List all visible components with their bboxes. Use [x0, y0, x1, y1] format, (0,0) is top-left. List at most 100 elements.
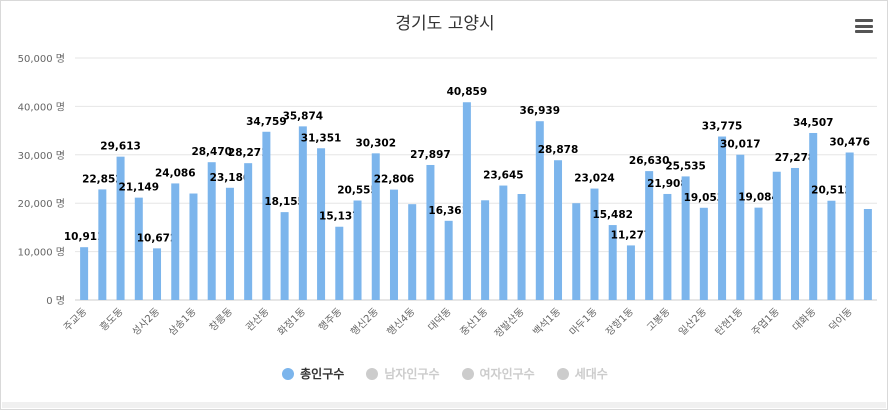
data-label: 26,630 — [629, 155, 670, 167]
data-label: 30,302 — [355, 137, 396, 149]
bar — [171, 183, 180, 300]
data-label: 35,874 — [283, 110, 324, 122]
bar — [116, 156, 125, 300]
data-label: 25,535 — [665, 160, 706, 172]
legend-item-households[interactable]: 세대수 — [556, 365, 608, 382]
footer-strip — [2, 402, 886, 408]
legend-dot-icon — [556, 367, 569, 380]
bar — [444, 220, 453, 300]
x-tick-label: 삼송1동 — [166, 306, 199, 339]
bar — [426, 164, 435, 300]
data-label: 20,512 — [811, 185, 852, 197]
bar — [790, 167, 799, 300]
data-label: 20,555 — [337, 185, 378, 197]
data-label: 40,859 — [447, 86, 488, 98]
data-label: 21,149 — [119, 182, 160, 194]
bar-chart: 0 명 10,000 명 20,000 명 30,000 명 40,000 명 50,00… — [18, 53, 877, 341]
bar — [863, 209, 872, 300]
bar — [298, 126, 307, 300]
x-tick-label: 일산2동 — [676, 306, 709, 339]
data-label: 11,277 — [611, 229, 652, 241]
bar — [408, 204, 417, 300]
data-label: 36,939 — [520, 105, 561, 117]
x-tick-label: 행주동 — [316, 306, 344, 334]
legend-dot-icon — [282, 367, 295, 380]
data-label: 10,672 — [137, 232, 178, 244]
x-tick-label: 대덕동 — [426, 306, 454, 334]
data-label: 19,053 — [684, 192, 725, 204]
data-label: 24,086 — [155, 167, 196, 179]
legend-item-total[interactable]: 총인구수 — [282, 365, 344, 382]
x-tick-label: 행신4동 — [385, 306, 418, 339]
bar — [845, 152, 854, 300]
bar — [517, 194, 526, 300]
bar — [772, 171, 781, 300]
bar — [389, 189, 398, 300]
x-tick-label: 관산동 — [243, 306, 271, 334]
x-tick-label: 마두1동 — [567, 306, 600, 339]
data-label: 30,476 — [829, 136, 870, 148]
y-tick-label: 20,000 명 — [18, 198, 65, 210]
x-tick-label: 탄현1동 — [713, 306, 746, 339]
x-tick-label: 백석1동 — [531, 306, 564, 339]
menu-line — [855, 24, 873, 28]
bar — [262, 131, 271, 300]
legend-item-male[interactable]: 남자인구수 — [366, 365, 440, 382]
legend-label: 남자인구수 — [384, 367, 440, 381]
bar — [608, 225, 617, 300]
y-tick-label: 0 명 — [46, 295, 65, 307]
data-label: 19,084 — [738, 192, 779, 204]
bar — [153, 248, 162, 300]
x-tick-label: 정발산동 — [492, 306, 527, 341]
x-tick-label: 주엽1동 — [749, 306, 782, 339]
data-label: 28,271 — [228, 147, 269, 159]
data-label: 15,137 — [319, 211, 360, 223]
bar — [699, 207, 708, 300]
data-label: 28,470 — [191, 146, 232, 158]
bar — [225, 187, 234, 300]
bar — [280, 212, 289, 300]
bar — [189, 193, 198, 300]
bar — [626, 245, 635, 300]
data-label: 16,361 — [428, 205, 469, 217]
x-tick-label: 덕이동 — [827, 306, 855, 334]
data-label: 31,351 — [301, 132, 342, 144]
x-tick-label: 대화동 — [790, 306, 818, 334]
bar — [535, 121, 544, 300]
bar — [462, 102, 471, 301]
x-tick-label: 장항1동 — [604, 306, 637, 339]
bar — [554, 160, 563, 300]
bar — [481, 200, 490, 300]
y-tick-label: 10,000 명 — [18, 247, 65, 259]
y-tick-label: 40,000 명 — [18, 101, 65, 113]
chart-title: 경기도 고양시 — [395, 14, 495, 34]
y-tick-label: 50,000 명 — [18, 53, 65, 65]
menu-line — [855, 19, 873, 22]
bar — [353, 200, 362, 300]
legend-dot-icon — [461, 367, 474, 380]
bar — [335, 226, 344, 300]
bar — [317, 148, 326, 300]
data-label: 10,911 — [64, 231, 105, 243]
bar — [681, 176, 690, 300]
bar — [572, 203, 581, 300]
data-label: 27,278 — [775, 152, 816, 164]
data-label: 30,017 — [720, 139, 761, 151]
bar — [80, 247, 89, 300]
x-tick-label: 주교동 — [61, 306, 89, 334]
bar — [827, 200, 836, 300]
x-tick-label: 행신2동 — [348, 306, 381, 339]
x-tick-label: 성사2동 — [130, 306, 163, 339]
data-label: 22,852 — [82, 173, 123, 185]
legend-item-female[interactable]: 여자인구수 — [461, 365, 535, 382]
hamburger-menu-icon[interactable] — [855, 19, 873, 33]
x-tick-label: 화정1동 — [275, 306, 308, 339]
bar — [754, 207, 763, 300]
y-tick-label: 30,000 명 — [18, 150, 65, 162]
legend-dot-icon — [366, 367, 379, 380]
x-tick-label: 창릉동 — [207, 306, 235, 334]
x-tick-label: 중산1동 — [458, 306, 491, 339]
data-label: 21,908 — [647, 178, 688, 190]
chart-legend: 총인구수 남자인구수 여자인구수 세대수 — [1, 365, 888, 382]
legend-label: 세대수 — [574, 367, 608, 381]
